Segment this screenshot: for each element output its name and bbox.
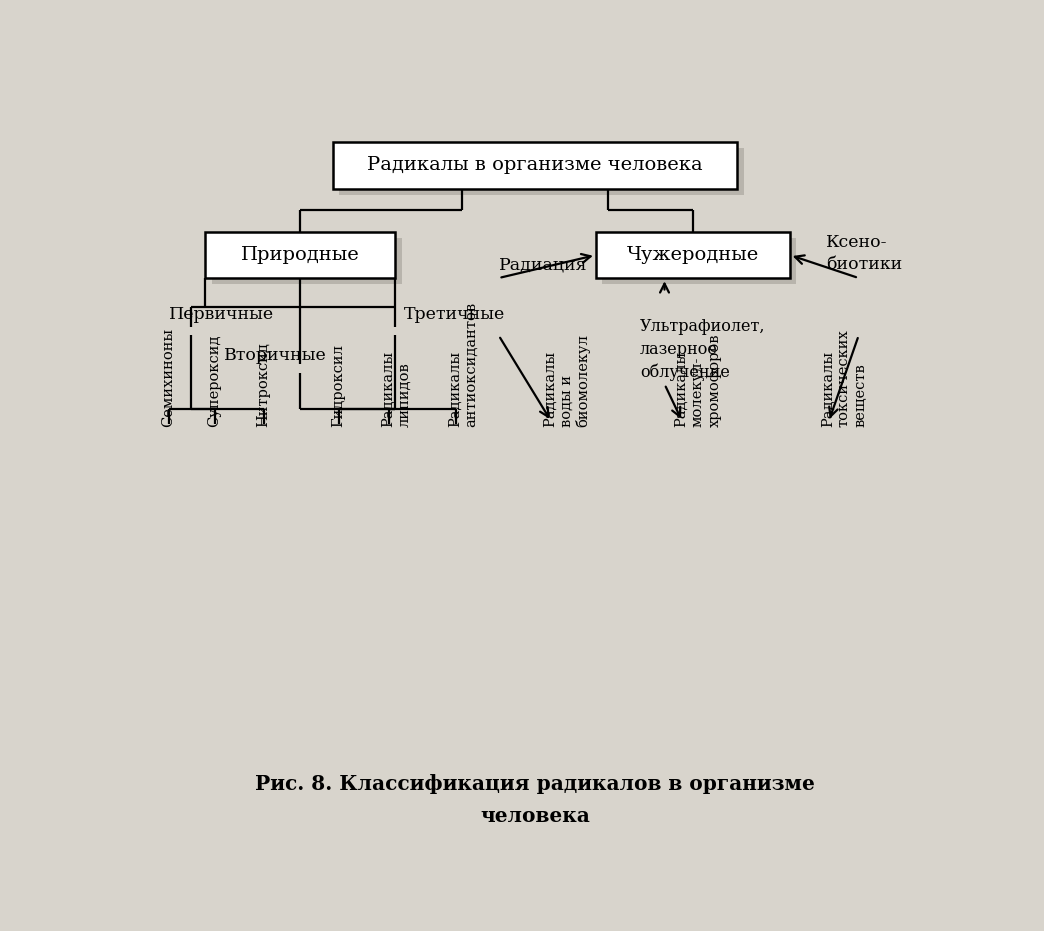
Text: Чужеродные: Чужеродные <box>626 246 759 264</box>
Text: Рис. 8. Классификация радикалов в организме
человека: Рис. 8. Классификация радикалов в органи… <box>255 774 815 827</box>
Bar <box>212 237 402 284</box>
Text: Природные: Природные <box>241 246 360 264</box>
Text: Радиация: Радиация <box>499 256 587 273</box>
Text: Супероксид: Супероксид <box>208 334 221 427</box>
Text: Ксено-
биотики: Ксено- биотики <box>827 234 903 273</box>
Text: Радикалы
липидов: Радикалы липидов <box>381 351 411 427</box>
Text: Радикалы
молекул-
хромофоров: Радикалы молекул- хромофоров <box>674 333 721 427</box>
Text: Радикалы
антиоксидантов: Радикалы антиоксидантов <box>448 302 478 427</box>
Text: Радикалы
воды и
биомолекул: Радикалы воды и биомолекул <box>543 334 591 427</box>
Bar <box>602 237 797 284</box>
Text: Вторичные: Вторичные <box>223 347 327 364</box>
Bar <box>333 142 737 189</box>
Text: Гидроксил: Гидроксил <box>331 344 346 427</box>
Text: Первичные: Первичные <box>168 306 274 323</box>
Text: Радикалы
токсических
веществ: Радикалы токсических веществ <box>821 330 868 427</box>
Text: Ультрафиолет,
лазерное
облучение: Ультрафиолет, лазерное облучение <box>640 318 765 381</box>
Text: Нитроксид: Нитроксид <box>256 343 270 427</box>
Bar <box>596 232 790 278</box>
Text: Третичные: Третичные <box>404 306 505 323</box>
Text: Семихиноны: Семихиноны <box>161 328 175 427</box>
Text: Радикалы в организме человека: Радикалы в организме человека <box>367 156 703 174</box>
Bar <box>339 148 743 195</box>
Bar <box>206 232 396 278</box>
